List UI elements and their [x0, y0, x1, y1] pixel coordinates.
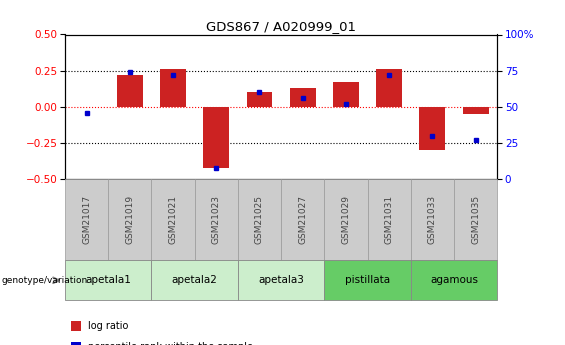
- Text: GSM21025: GSM21025: [255, 195, 264, 245]
- Bar: [290, 88, 316, 107]
- Text: GSM21027: GSM21027: [298, 195, 307, 245]
- Title: GDS867 / A020999_01: GDS867 / A020999_01: [206, 20, 356, 33]
- Bar: [160, 69, 186, 107]
- Bar: [246, 92, 272, 107]
- Bar: [376, 69, 402, 107]
- Text: GSM21029: GSM21029: [341, 195, 350, 245]
- Bar: [203, 107, 229, 168]
- Text: GSM21035: GSM21035: [471, 195, 480, 245]
- Bar: [333, 82, 359, 107]
- Text: agamous: agamous: [430, 275, 478, 285]
- Text: GSM21023: GSM21023: [212, 195, 221, 245]
- Text: GSM21019: GSM21019: [125, 195, 134, 245]
- Text: apetala3: apetala3: [258, 275, 304, 285]
- Text: pistillata: pistillata: [345, 275, 390, 285]
- Bar: [419, 107, 445, 150]
- Text: apetala1: apetala1: [85, 275, 131, 285]
- Text: log ratio: log ratio: [88, 321, 128, 331]
- Text: GSM21031: GSM21031: [385, 195, 394, 245]
- Text: apetala2: apetala2: [172, 275, 218, 285]
- Text: GSM21021: GSM21021: [168, 195, 177, 245]
- Bar: [117, 75, 143, 107]
- Text: percentile rank within the sample: percentile rank within the sample: [88, 342, 253, 345]
- Text: GSM21033: GSM21033: [428, 195, 437, 245]
- Text: GSM21017: GSM21017: [82, 195, 91, 245]
- Text: genotype/variation: genotype/variation: [2, 276, 88, 285]
- Bar: [463, 107, 489, 114]
